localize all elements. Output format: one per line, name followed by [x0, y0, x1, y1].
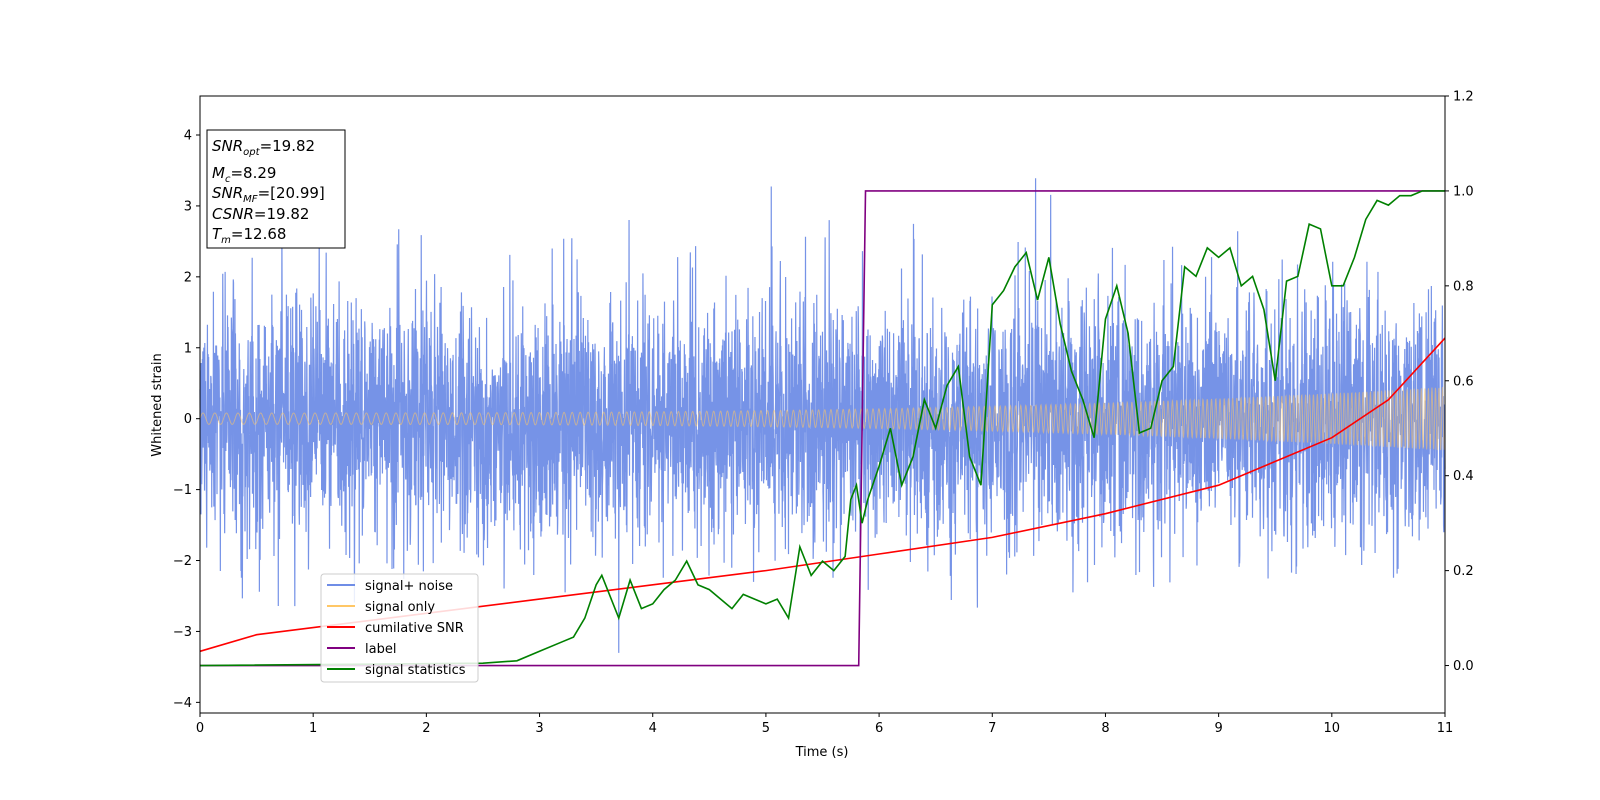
right-y-tick-label: 1.2 [1453, 90, 1474, 105]
y-axis-label: Whitened strain [150, 353, 165, 456]
left-y-tick-label: 0 [184, 412, 192, 427]
info-snr-opt: SNRopt=19.82 [212, 137, 315, 158]
right-y-tick-label: 1.0 [1453, 184, 1474, 199]
legend-label-label: label [365, 642, 396, 657]
x-axis: 0 1 2 3 4 5 6 7 8 9 10 11 [196, 713, 1453, 736]
info-box-frame [206, 129, 346, 249]
right-y-tick-label: 0.6 [1453, 374, 1474, 389]
left-y-axis: −4 −3 −2 −1 0 1 2 3 4 [173, 129, 200, 711]
right-y-tick-label: 0.4 [1453, 469, 1474, 484]
right-y-axis: 0.0 0.2 0.4 0.6 0.8 1.0 1.2 [1445, 90, 1474, 674]
x-tick-label: 1 [309, 721, 317, 736]
x-tick-label: 6 [875, 721, 883, 736]
x-tick-label: 3 [535, 721, 543, 736]
series-label [200, 190, 1445, 667]
left-y-tick-label: −2 [173, 554, 192, 569]
legend: signal+ noise signal only cumilative SNR… [320, 573, 479, 683]
left-y-tick-label: 3 [184, 199, 192, 214]
x-tick-label: 10 [1324, 721, 1341, 736]
info-mc: Mc=8.29 [212, 164, 276, 185]
x-tick-label: 7 [988, 721, 996, 736]
series-signal-only [199, 387, 1446, 451]
info-snr-mf: SNRMF=[20.99] [212, 184, 325, 205]
right-y-tick-label: 0.8 [1453, 279, 1474, 294]
info-csnr: CSNR=19.82 [212, 205, 309, 223]
legend-label-cumulative-snr: cumilative SNR [365, 621, 464, 636]
left-y-tick-label: 4 [184, 129, 192, 144]
series-signal-statistics [199, 190, 1445, 667]
left-y-tick-label: −4 [173, 696, 192, 711]
left-y-tick-label: 1 [184, 341, 192, 356]
x-tick-label: 4 [649, 721, 657, 736]
right-y-tick-label: 0.0 [1453, 659, 1474, 674]
legend-label-signal-only: signal only [365, 600, 435, 615]
legend-frame [320, 573, 479, 683]
x-tick-label: 5 [762, 721, 770, 736]
left-y-tick-label: 2 [184, 270, 192, 285]
plot-frame [199, 95, 1446, 714]
info-box: SNRopt=19.82 Mc=8.29 SNRMF=[20.99] CSNR=… [206, 129, 346, 249]
x-tick-label: 2 [422, 721, 430, 736]
x-tick-label: 11 [1437, 721, 1454, 736]
info-tm: Tm=12.68 [212, 225, 286, 246]
right-y-tick-label: 0.2 [1453, 564, 1474, 579]
legend-label-signal-statistics: signal statistics [365, 663, 466, 678]
x-tick-label: 0 [196, 721, 204, 736]
x-tick-label: 8 [1101, 721, 1109, 736]
left-y-tick-label: −1 [173, 483, 192, 498]
legend-label-signal-noise: signal+ noise [365, 579, 453, 594]
x-tick-label: 9 [1214, 721, 1222, 736]
x-axis-label: Time (s) [795, 745, 849, 760]
series-signal-noise [199, 178, 1446, 653]
left-y-tick-label: −3 [173, 625, 192, 640]
